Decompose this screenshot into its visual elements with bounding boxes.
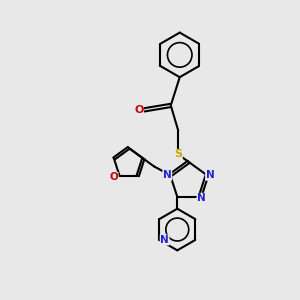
Text: O: O	[109, 172, 118, 182]
Text: O: O	[134, 105, 143, 115]
Text: N: N	[163, 170, 172, 180]
Text: N: N	[197, 193, 206, 203]
Text: N: N	[160, 235, 169, 245]
Text: S: S	[174, 149, 182, 160]
Text: N: N	[206, 170, 214, 180]
